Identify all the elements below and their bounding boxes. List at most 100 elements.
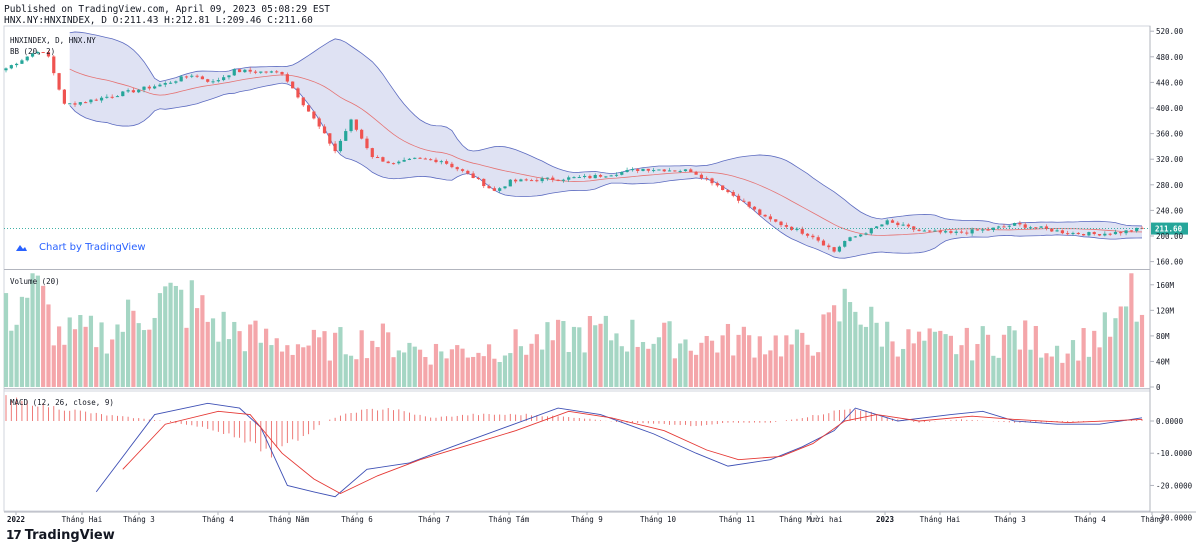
volume-bar — [715, 352, 720, 387]
chart-by-tradingview-link[interactable]: Chart by TradingView — [14, 242, 146, 253]
price-tick-label: 360.00 — [1156, 130, 1184, 139]
volume-bar — [110, 339, 115, 387]
volume-bar — [773, 335, 778, 387]
candle-body — [710, 178, 714, 184]
volume-bar — [725, 323, 731, 387]
candle-body — [774, 219, 778, 222]
candle-body — [843, 240, 847, 247]
time-axis-label: Tháng 3 — [994, 515, 1026, 524]
macd-frame — [3, 388, 1151, 512]
time-axis-label: Tháng 11 — [719, 515, 755, 524]
candle-body — [20, 60, 24, 64]
volume-bar — [816, 352, 821, 387]
candle-body — [529, 180, 534, 182]
candle-body — [370, 148, 374, 158]
candle-body — [328, 133, 332, 144]
macd-line — [95, 402, 1143, 498]
volume-bar — [248, 324, 253, 387]
candle-body — [928, 230, 932, 232]
candle-body — [811, 235, 815, 238]
volume-bar — [402, 352, 407, 387]
time-axis-label: Tháng 7 — [418, 515, 450, 524]
candle-body — [492, 188, 496, 191]
candle-body — [572, 177, 576, 179]
candle-body — [731, 192, 735, 196]
candle-body — [121, 91, 125, 97]
volume-bar — [242, 351, 247, 387]
volume-bar — [72, 329, 78, 387]
candle-body — [444, 161, 449, 164]
volume-bar — [938, 330, 943, 387]
volume-bar — [210, 318, 216, 387]
candle-body — [1012, 223, 1017, 226]
volume-bar — [688, 350, 693, 387]
candle-body — [524, 179, 528, 181]
candle-body — [1082, 234, 1086, 236]
volume-bar — [837, 321, 842, 387]
macd-tick-label: -10.0000 — [1156, 449, 1193, 458]
volume-bar — [789, 344, 794, 387]
candle-body — [890, 220, 895, 223]
candle-body — [227, 75, 231, 78]
candle-body — [859, 234, 863, 237]
candle-body — [344, 131, 348, 141]
candle-body — [153, 86, 157, 89]
candle-body — [402, 159, 406, 162]
volume-bar — [948, 335, 953, 387]
candle-body — [285, 74, 289, 82]
candle-body — [62, 89, 66, 104]
volume-bar — [311, 329, 316, 387]
volume-bar — [821, 314, 826, 387]
candle-body — [869, 228, 873, 234]
volume-bar — [465, 357, 470, 387]
candle-body — [450, 163, 454, 168]
candle-body — [306, 105, 311, 112]
volume-bar — [290, 354, 295, 387]
tradingview-logo[interactable]: 17 TradingView — [6, 527, 115, 543]
last-price-tag — [1151, 222, 1188, 235]
volume-bar — [667, 321, 672, 387]
candle-body — [954, 231, 958, 233]
volume-bar — [874, 322, 879, 387]
volume-bar — [51, 345, 56, 387]
candle-body — [694, 172, 698, 175]
volume-bar — [985, 334, 991, 387]
candle-body — [981, 229, 985, 231]
volume-bar — [566, 351, 571, 387]
volume-bar — [1007, 326, 1012, 387]
candle-body — [248, 69, 252, 72]
candle-body — [216, 80, 220, 82]
volume-bar — [683, 339, 688, 387]
volume-bar — [449, 349, 455, 387]
time-axis-label: Tháng 9 — [571, 515, 603, 524]
candle-body — [471, 173, 475, 179]
candle-body — [545, 177, 550, 179]
time-axis-label: Tháng 10 — [640, 515, 677, 524]
candle-body — [577, 177, 581, 179]
candle-body — [94, 99, 98, 101]
volume-bar — [264, 328, 269, 387]
volume-bar — [200, 295, 205, 387]
candle-body — [397, 161, 401, 164]
volume-bar — [1108, 336, 1113, 387]
time-axis-label: 2022 — [7, 515, 25, 524]
volume-bar — [375, 347, 380, 387]
candle-body — [657, 169, 661, 171]
volume-bar — [1097, 347, 1102, 387]
candle-body — [296, 88, 300, 98]
candle-body — [991, 227, 995, 231]
candle-body — [853, 236, 857, 238]
price-tick-label: 280.00 — [1156, 181, 1184, 190]
volume-bar — [173, 285, 178, 387]
candle-body — [556, 179, 560, 181]
volume-tick-label: 120M — [1156, 306, 1175, 315]
candle-body — [105, 96, 109, 98]
volume-bar — [858, 324, 863, 387]
candle-body — [800, 228, 804, 234]
volume-tick-label: 40M — [1156, 357, 1170, 366]
volume-bar — [964, 327, 969, 387]
candle-body — [126, 90, 130, 92]
volume-bar — [391, 357, 396, 387]
candle-body — [508, 179, 512, 187]
